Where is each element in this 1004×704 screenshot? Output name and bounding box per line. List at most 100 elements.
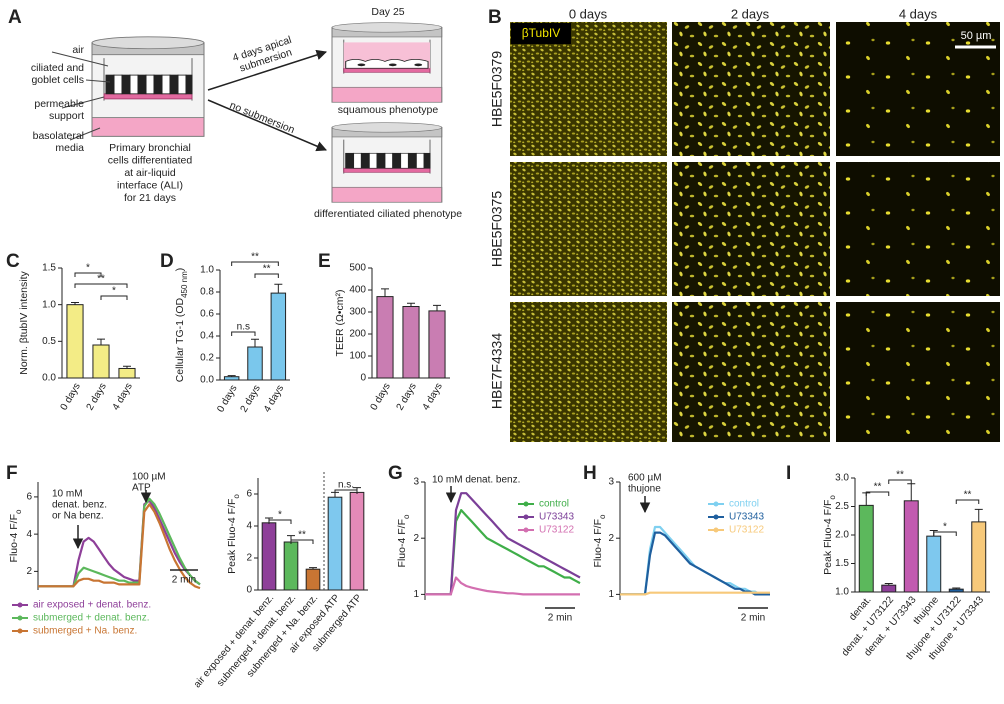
nucleus	[388, 63, 397, 67]
error-bar	[97, 338, 105, 345]
row-label: HBE7F4334	[489, 333, 505, 409]
air-well	[331, 122, 443, 203]
legend-marker	[523, 501, 529, 507]
diagram-caption: for 21 days	[124, 192, 176, 204]
significance-label: *	[86, 263, 90, 274]
micrograph	[836, 302, 1000, 442]
diagram-caption: cells differentiated	[108, 154, 193, 166]
diagram-label: air	[72, 44, 84, 56]
y-tick-label: 6	[246, 489, 252, 500]
bar	[881, 584, 897, 593]
bar	[261, 522, 277, 591]
y-tick-label: 3	[413, 477, 419, 488]
y-axis-label-part: Norm. βtubIV intensity	[18, 271, 30, 375]
error-bar	[227, 375, 236, 377]
outcome-label: differentiated ciliated phenotype	[314, 208, 462, 220]
scale-bar-label: 50 µm	[961, 30, 992, 42]
y-axis-label-part: Fluo-4 F/F	[8, 514, 20, 562]
significance-label: **	[896, 470, 904, 481]
time-scale-label: 2 min	[548, 613, 572, 624]
micrograph	[510, 302, 667, 442]
bar	[327, 496, 343, 591]
arrow	[207, 49, 327, 91]
bar	[428, 310, 446, 379]
y-axis-label-part: o	[828, 495, 837, 500]
y-tick-label: 1.0	[42, 299, 56, 310]
y-axis-label: Norm. βtubIV intensity	[18, 271, 30, 375]
y-axis-label: Peak Fluo-4 F/Fo	[226, 494, 241, 574]
y-tick-label: 1.5	[835, 558, 849, 569]
y-axis-label-part: Peak Fluo-4 F/F	[822, 500, 834, 575]
panel-label: F	[6, 463, 18, 484]
y-tick-label: 2	[246, 553, 252, 564]
time-scale-label: 2 min	[172, 575, 196, 586]
significance-label: **	[964, 490, 972, 501]
panel-label: A	[8, 7, 22, 28]
significance-bracket	[74, 272, 102, 277]
diagram-label: basolateral	[33, 130, 84, 142]
significance-label: **	[874, 482, 882, 493]
column-header: 2 days	[731, 6, 770, 21]
nucleus	[414, 63, 423, 67]
stain-label: βTubIV	[522, 26, 560, 40]
error-bar	[309, 567, 317, 570]
diagram-caption: interface (ALI)	[117, 179, 183, 191]
significance-bracket	[888, 479, 912, 484]
error-bar	[433, 304, 441, 311]
annotation: 10 mM	[52, 489, 83, 500]
diagram-label: permeable	[34, 98, 84, 110]
bar	[376, 296, 394, 379]
legend-marker	[713, 514, 719, 520]
panel-label: G	[388, 463, 403, 484]
y-axis-label-part: o	[598, 514, 607, 519]
micrograph	[510, 22, 667, 156]
bar	[66, 304, 84, 379]
cells	[105, 74, 193, 95]
time-scale-label: 2 min	[741, 613, 765, 624]
diagram-label: media	[55, 142, 84, 154]
annotation: thujone	[628, 484, 661, 495]
diagram-label: support	[49, 110, 84, 122]
cells	[345, 152, 431, 169]
y-tick-label: 3	[608, 477, 614, 488]
y-axis-label: Fluo-4 F/Fo	[592, 514, 607, 567]
column-header: 0 days	[569, 6, 608, 21]
micrograph	[510, 162, 667, 296]
y-axis-label: Fluo-4 F/Fo	[396, 514, 411, 567]
y-axis-label: Fluo-4 F/Fo	[8, 509, 23, 562]
y-tick-label: 0.6	[200, 309, 214, 320]
panel-label: I	[786, 463, 791, 484]
submerged-well	[331, 22, 443, 103]
legend-label: submerged + Na. benz.	[33, 626, 137, 637]
bar	[926, 535, 942, 593]
error-bar	[71, 301, 79, 305]
y-axis-label-part: Fluo-4 F/F	[396, 519, 408, 567]
significance-label: **	[298, 530, 306, 541]
bar	[948, 588, 964, 593]
y-tick-label: 1	[608, 589, 614, 600]
line-series	[425, 576, 580, 596]
bar	[305, 568, 321, 591]
bar	[223, 376, 240, 381]
panel-label: D	[160, 251, 174, 272]
y-tick-label: 0.8	[200, 287, 214, 298]
diagram-caption: at air-liquid	[124, 167, 176, 179]
nucleus	[357, 63, 366, 67]
line-series	[38, 503, 201, 590]
y-tick-label: 0.0	[200, 375, 214, 386]
bar	[402, 306, 420, 379]
y-tick-label: 2.5	[835, 501, 849, 512]
significance-label: *	[943, 522, 947, 533]
row-label: HBE5F0375	[489, 191, 505, 267]
legend-marker	[17, 628, 23, 634]
y-tick-label: 1.0	[835, 587, 849, 598]
micrograph	[672, 22, 830, 156]
error-bar	[381, 288, 389, 297]
annotation: denat. benz.	[52, 500, 107, 511]
significance-label: n.s	[237, 322, 250, 333]
bar	[349, 491, 365, 591]
y-tick-label: 0.4	[200, 331, 214, 342]
significance-bracket	[865, 491, 890, 496]
legend-label: control	[539, 499, 569, 510]
squamous-cells	[345, 59, 429, 69]
